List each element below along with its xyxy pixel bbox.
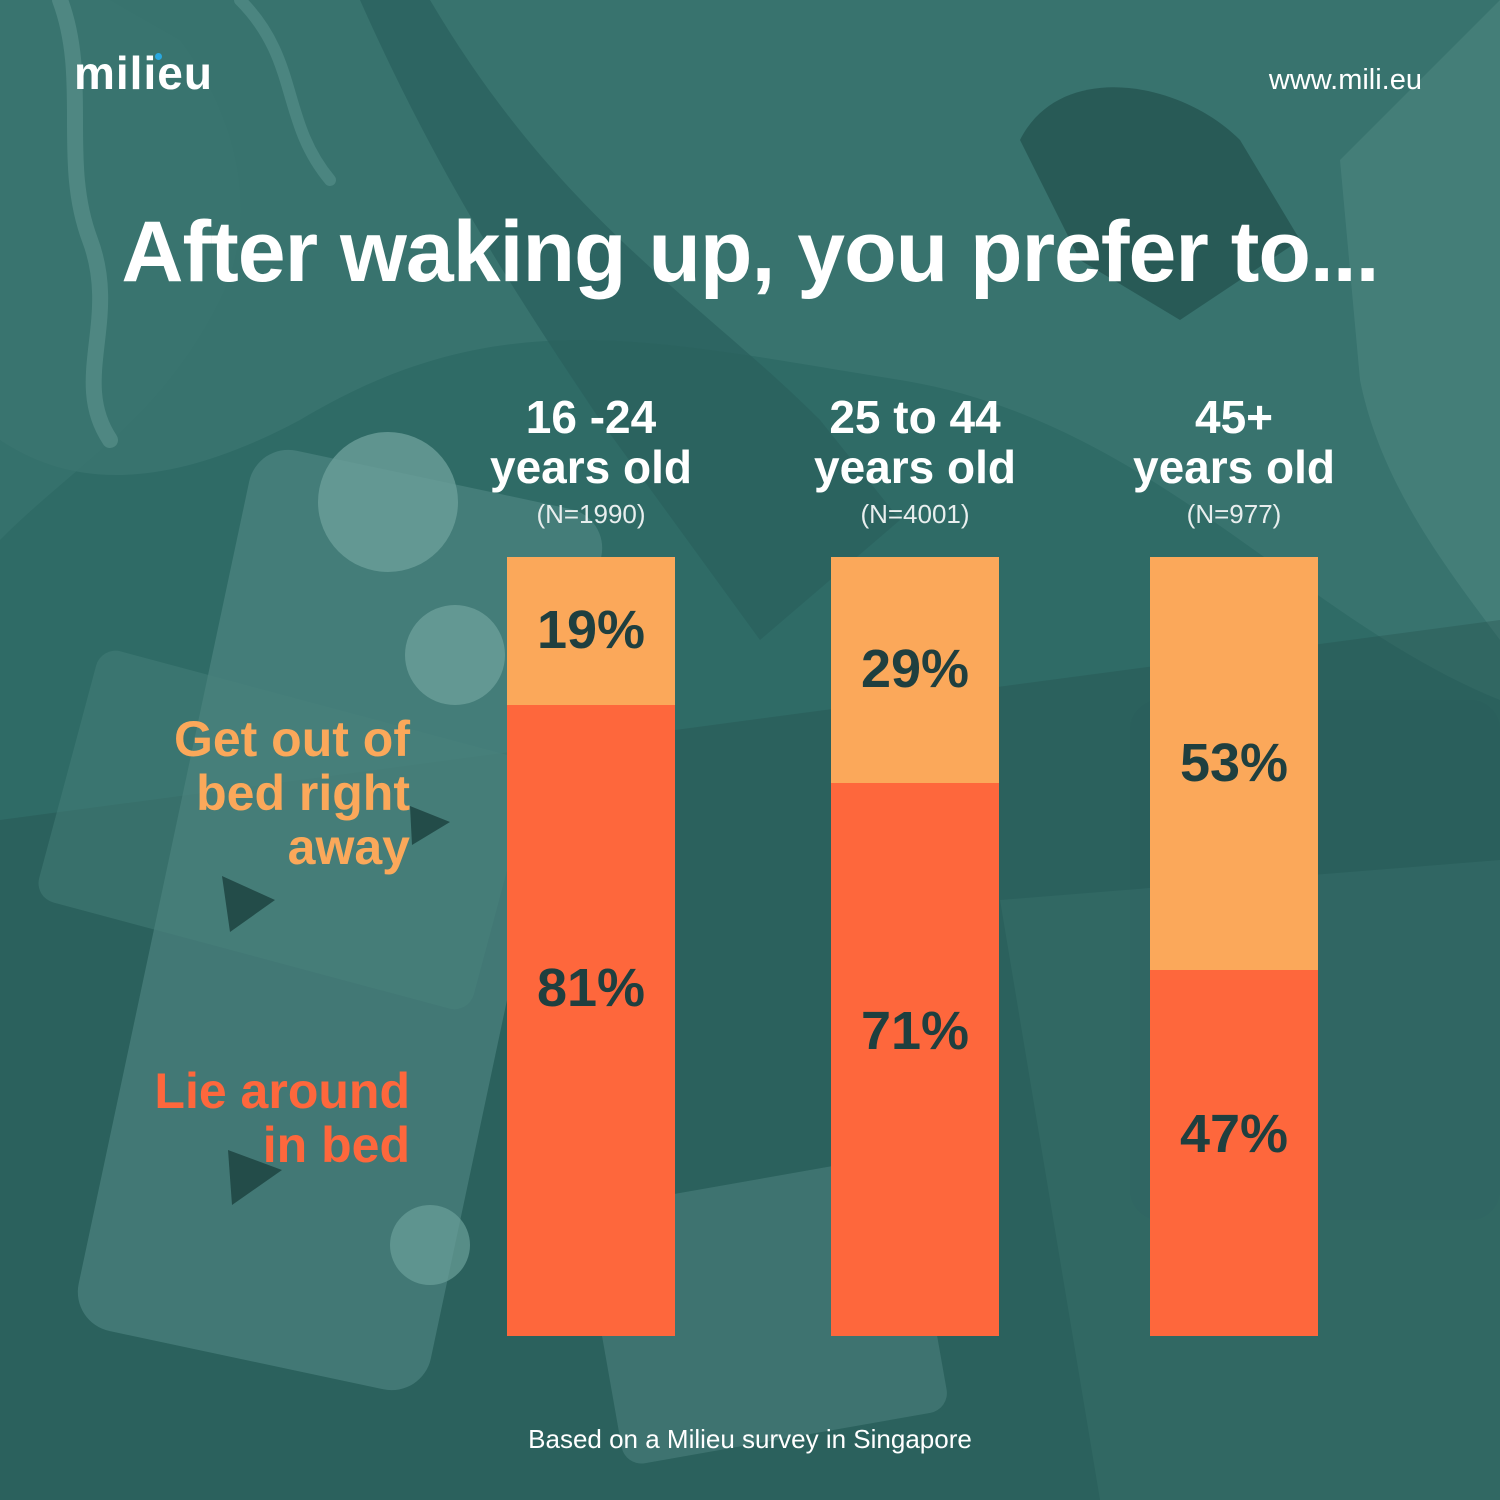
legend-item: Get out of bed right away	[174, 712, 410, 874]
bar-segment	[1150, 970, 1318, 1336]
sample-size: (N=977)	[1186, 499, 1282, 529]
footnote: Based on a Milieu survey in Singapore	[528, 1424, 972, 1454]
sample-size: (N=4001)	[860, 499, 970, 529]
category-label: 25 to 44	[829, 391, 1001, 443]
legend-label: in bed	[262, 1117, 410, 1173]
column-header: 25 to 44 years old (N=4001)	[755, 392, 1075, 534]
column-header: 45+ years old (N=977)	[1074, 392, 1394, 534]
category-label: 45+	[1194, 391, 1274, 443]
data-label: 71%	[860, 1000, 970, 1061]
bar-segment	[831, 783, 999, 1336]
logo-dot-icon	[155, 53, 162, 60]
milieu-logo: milieu	[74, 47, 213, 99]
bar-segment	[831, 557, 999, 783]
category-label: years old	[1133, 441, 1335, 493]
data-label: 19%	[536, 600, 646, 660]
bar-segment	[1150, 557, 1318, 970]
data-label: 81%	[536, 957, 646, 1018]
legend-item: Lie around in bed	[154, 1064, 410, 1172]
website-url[interactable]: www.mili.eu	[1268, 64, 1422, 96]
category-label: 16 -24	[525, 391, 657, 443]
legend-label: away	[287, 819, 410, 875]
data-label: 47%	[1179, 1103, 1289, 1164]
category-label: years old	[814, 441, 1016, 493]
column-header: 16 -24 years old (N=1990)	[431, 392, 751, 534]
bar-segment	[507, 557, 675, 705]
data-label: 53%	[1179, 732, 1289, 793]
legend-label: bed right	[196, 765, 410, 821]
legend-label: Get out of	[173, 711, 410, 767]
category-label: years old	[490, 441, 692, 493]
legend-label: Lie around	[154, 1063, 410, 1119]
data-label: 29%	[860, 639, 970, 699]
sample-size: (N=1990)	[536, 499, 646, 529]
bar-segment	[507, 705, 675, 1336]
chart-title: After waking up, you prefer to...	[121, 204, 1379, 300]
